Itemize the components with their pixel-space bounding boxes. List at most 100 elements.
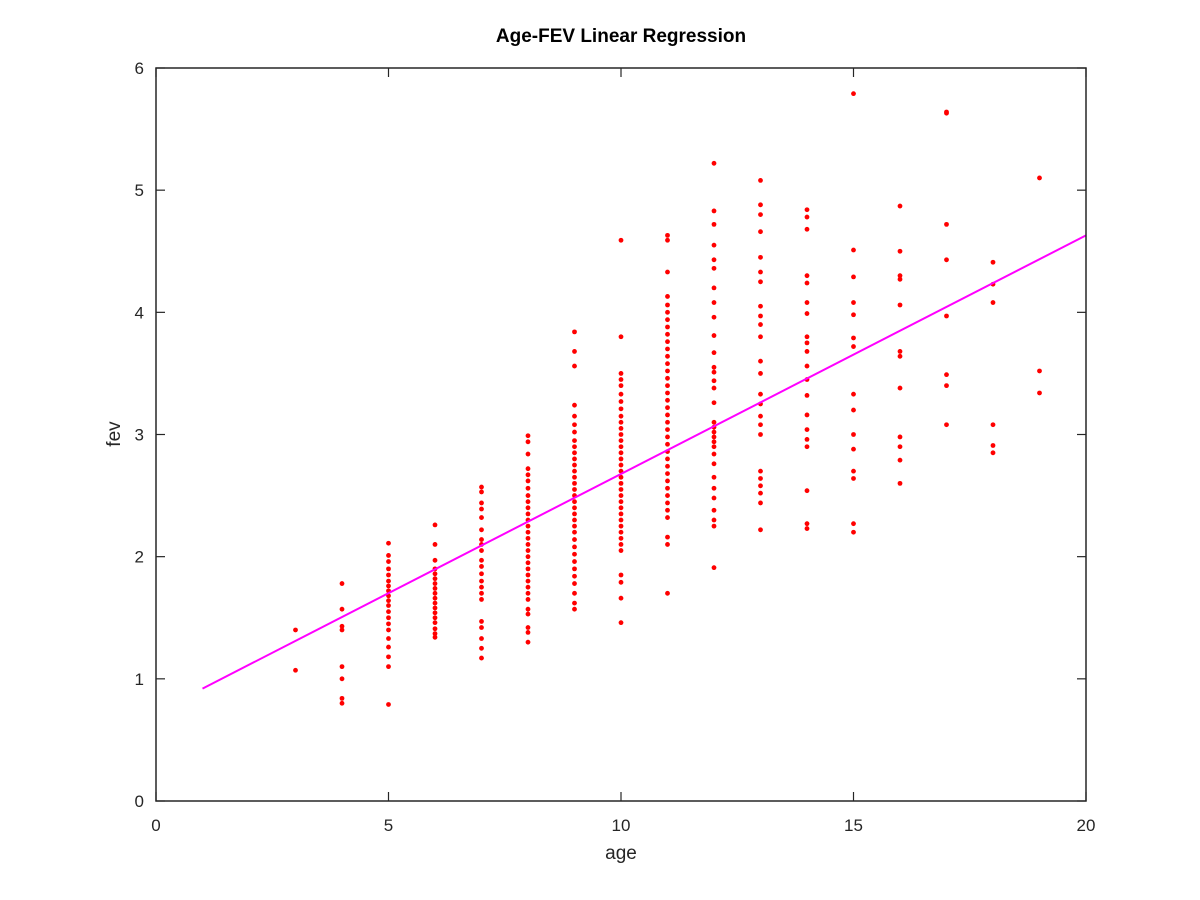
data-point <box>758 334 763 340</box>
data-point <box>618 493 624 498</box>
data-point <box>572 505 577 511</box>
data-point <box>618 237 624 243</box>
data-point <box>758 527 763 533</box>
data-point <box>572 474 577 480</box>
data-point <box>944 221 949 227</box>
data-point <box>804 427 810 433</box>
data-point <box>572 581 577 586</box>
data-point <box>618 413 624 419</box>
data-point <box>618 535 624 541</box>
data-point <box>479 645 484 651</box>
data-point <box>572 573 577 579</box>
data-point <box>479 527 484 533</box>
data-point <box>525 542 531 547</box>
data-point <box>851 407 856 413</box>
data-point <box>851 476 856 481</box>
data-point <box>618 438 624 444</box>
data-point <box>293 627 298 633</box>
chart-title: Age-FEV Linear Regression <box>496 26 746 47</box>
data-point <box>804 363 810 369</box>
data-point <box>339 627 345 633</box>
data-point <box>386 702 391 707</box>
data-point <box>386 583 391 589</box>
data-point <box>618 462 624 468</box>
data-point <box>665 269 670 275</box>
data-point <box>572 551 577 557</box>
data-point <box>758 468 763 474</box>
data-point <box>804 334 810 340</box>
data-point <box>386 664 391 670</box>
data-point <box>1037 368 1042 374</box>
data-point <box>432 522 438 528</box>
data-point <box>711 517 717 523</box>
data-point <box>665 534 670 540</box>
data-point <box>618 523 624 529</box>
data-point <box>386 540 391 546</box>
data-point <box>525 584 531 590</box>
data-point <box>432 631 438 637</box>
data-point <box>804 444 810 450</box>
data-point <box>572 600 577 606</box>
y-tick-label: 3 <box>135 426 144 445</box>
data-point <box>572 438 577 444</box>
data-point <box>618 383 624 389</box>
data-point <box>711 439 717 445</box>
data-point <box>432 610 438 616</box>
data-point <box>293 667 298 673</box>
data-point <box>525 611 531 617</box>
data-point <box>665 302 670 308</box>
data-point <box>618 399 624 404</box>
data-point <box>897 203 903 209</box>
data-point <box>758 432 763 437</box>
data-point <box>804 214 810 220</box>
data-point <box>525 493 531 498</box>
data-point <box>665 294 670 299</box>
data-point <box>386 627 391 633</box>
x-tick-label: 10 <box>612 816 631 835</box>
data-point <box>758 202 763 208</box>
data-point <box>711 523 717 529</box>
data-point <box>618 419 624 425</box>
data-point <box>479 506 484 512</box>
data-point <box>386 615 391 621</box>
data-point <box>618 499 624 505</box>
data-point <box>804 393 810 398</box>
data-point <box>525 578 531 584</box>
data-point <box>665 419 670 425</box>
y-tick-label: 5 <box>135 181 144 200</box>
data-point <box>618 406 624 412</box>
data-point <box>432 590 438 596</box>
data-point <box>479 636 484 641</box>
data-point <box>851 247 856 253</box>
data-point <box>339 700 345 706</box>
data-point <box>711 350 717 356</box>
data-point <box>758 500 763 506</box>
data-point <box>618 425 624 431</box>
data-point <box>432 605 438 611</box>
data-point <box>944 313 949 319</box>
data-point <box>572 529 577 535</box>
data-point <box>479 537 484 542</box>
data-point <box>804 340 810 346</box>
data-point <box>479 500 484 506</box>
data-point <box>572 544 577 550</box>
data-point <box>665 441 670 447</box>
data-point <box>572 429 577 435</box>
data-point <box>665 368 670 374</box>
data-point <box>897 248 903 254</box>
data-point <box>711 400 717 406</box>
data-point <box>572 462 577 468</box>
data-point <box>711 369 717 375</box>
data-point <box>572 487 577 492</box>
data-point <box>711 461 717 467</box>
data-point <box>572 363 577 369</box>
data-point <box>525 505 531 511</box>
data-point <box>711 242 717 248</box>
data-point <box>432 581 438 586</box>
data-point <box>572 456 577 462</box>
data-point <box>851 468 856 474</box>
data-point <box>339 606 345 612</box>
data-point <box>432 620 438 626</box>
data-point <box>804 412 810 418</box>
